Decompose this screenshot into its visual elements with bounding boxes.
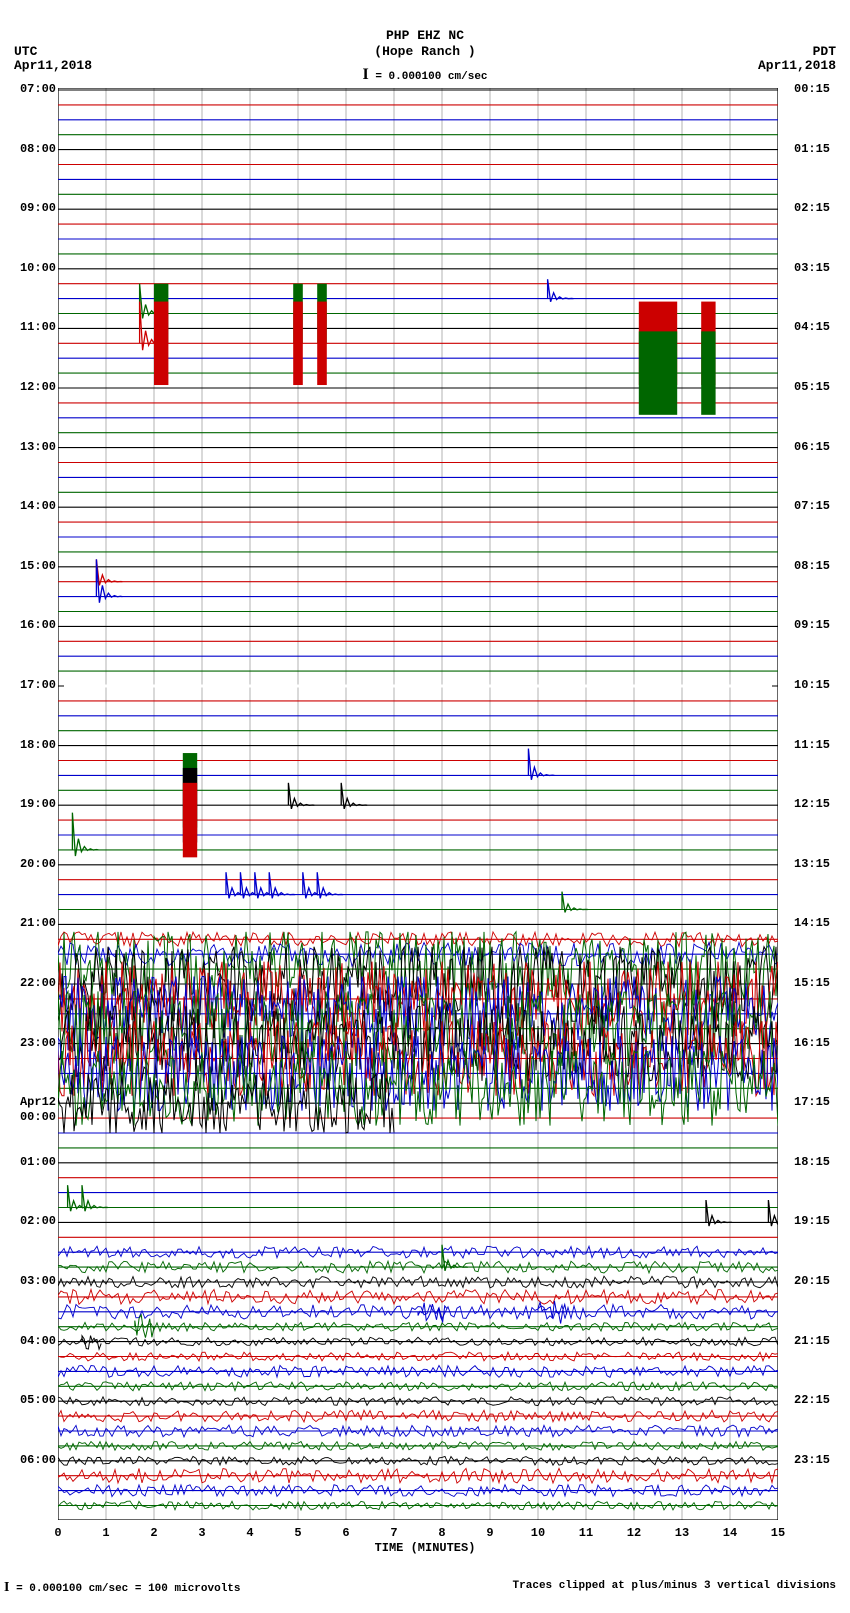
pdt-label: 15:15 — [794, 976, 846, 990]
pdt-label: 21:15 — [794, 1334, 846, 1348]
utc-label: 00:00 — [4, 1110, 56, 1124]
x-tick-label: 6 — [338, 1526, 354, 1540]
utc-label: 07:00 — [4, 82, 56, 96]
station-title: PHP EHZ NC — [0, 28, 850, 43]
pdt-label: 02:15 — [794, 201, 846, 215]
x-tick-label: 8 — [434, 1526, 450, 1540]
x-tick-label: 10 — [530, 1526, 546, 1540]
pdt-label: 06:15 — [794, 440, 846, 454]
utc-label: 02:00 — [4, 1214, 56, 1228]
footer-left-text: = 0.000100 cm/sec = 100 microvolts — [16, 1583, 240, 1595]
pdt-label: 08:15 — [794, 559, 846, 573]
pdt-label: 03:15 — [794, 261, 846, 275]
seismogram-plot — [58, 88, 778, 1520]
scale-label: I = 0.000100 cm/sec — [0, 66, 850, 84]
pdt-label: 11:15 — [794, 738, 846, 752]
x-tick-label: 4 — [242, 1526, 258, 1540]
x-tick-label: 14 — [722, 1526, 738, 1540]
pdt-label: 07:15 — [794, 499, 846, 513]
pdt-label: 10:15 — [794, 678, 846, 692]
date-right: Apr11,2018 — [758, 58, 836, 73]
x-tick-label: 9 — [482, 1526, 498, 1540]
pdt-label: 18:15 — [794, 1155, 846, 1169]
utc-label: 20:00 — [4, 857, 56, 871]
x-tick-label: 5 — [290, 1526, 306, 1540]
utc-label: 23:00 — [4, 1036, 56, 1050]
utc-label: 08:00 — [4, 142, 56, 156]
utc-label: 18:00 — [4, 738, 56, 752]
x-tick-label: 0 — [50, 1526, 66, 1540]
x-tick-label: 15 — [770, 1526, 786, 1540]
utc-label: 21:00 — [4, 916, 56, 930]
pdt-label: 09:15 — [794, 618, 846, 632]
x-tick-label: 13 — [674, 1526, 690, 1540]
pdt-label: 13:15 — [794, 857, 846, 871]
pdt-label: 01:15 — [794, 142, 846, 156]
date-left: Apr11,2018 — [14, 58, 92, 73]
pdt-label: 12:15 — [794, 797, 846, 811]
seismogram-page: PHP EHZ NC (Hope Ranch ) I = 0.000100 cm… — [0, 0, 850, 1613]
x-tick-label: 3 — [194, 1526, 210, 1540]
utc-label: 06:00 — [4, 1453, 56, 1467]
pdt-label: 04:15 — [794, 320, 846, 334]
utc-label: 12:00 — [4, 380, 56, 394]
utc-label: 11:00 — [4, 320, 56, 334]
utc-label: 16:00 — [4, 618, 56, 632]
utc-label: 14:00 — [4, 499, 56, 513]
scale-tick-icon: I — [362, 66, 368, 83]
x-tick-label: 7 — [386, 1526, 402, 1540]
utc-label: 03:00 — [4, 1274, 56, 1288]
utc-label: 17:00 — [4, 678, 56, 692]
utc-label: 15:00 — [4, 559, 56, 573]
tz-left: UTC — [14, 44, 37, 59]
pdt-label: 05:15 — [794, 380, 846, 394]
pdt-label: 17:15 — [794, 1095, 846, 1109]
utc-label: 10:00 — [4, 261, 56, 275]
utc-label: 09:00 — [4, 201, 56, 215]
x-tick-label: 1 — [98, 1526, 114, 1540]
tz-right: PDT — [813, 44, 836, 59]
x-tick-label: 12 — [626, 1526, 642, 1540]
x-tick-label: 2 — [146, 1526, 162, 1540]
scale-tick-text: = 0.000100 cm/sec — [375, 71, 487, 83]
pdt-label: 23:15 — [794, 1453, 846, 1467]
pdt-label: 22:15 — [794, 1393, 846, 1407]
footer-tick-icon: I — [4, 1580, 9, 1595]
utc-label: 04:00 — [4, 1334, 56, 1348]
utc-label: 13:00 — [4, 440, 56, 454]
utc-label: 05:00 — [4, 1393, 56, 1407]
footer-left: I = 0.000100 cm/sec = 100 microvolts — [4, 1580, 241, 1596]
utc-label: 19:00 — [4, 797, 56, 811]
utc-label: Apr12 — [4, 1095, 56, 1109]
footer-right: Traces clipped at plus/minus 3 vertical … — [513, 1580, 836, 1592]
utc-label: 22:00 — [4, 976, 56, 990]
utc-label: 01:00 — [4, 1155, 56, 1169]
pdt-label: 19:15 — [794, 1214, 846, 1228]
pdt-label: 00:15 — [794, 82, 846, 96]
station-location: (Hope Ranch ) — [0, 44, 850, 59]
x-axis-label: TIME (MINUTES) — [0, 1541, 850, 1555]
pdt-label: 20:15 — [794, 1274, 846, 1288]
x-tick-label: 11 — [578, 1526, 594, 1540]
pdt-label: 16:15 — [794, 1036, 846, 1050]
pdt-label: 14:15 — [794, 916, 846, 930]
